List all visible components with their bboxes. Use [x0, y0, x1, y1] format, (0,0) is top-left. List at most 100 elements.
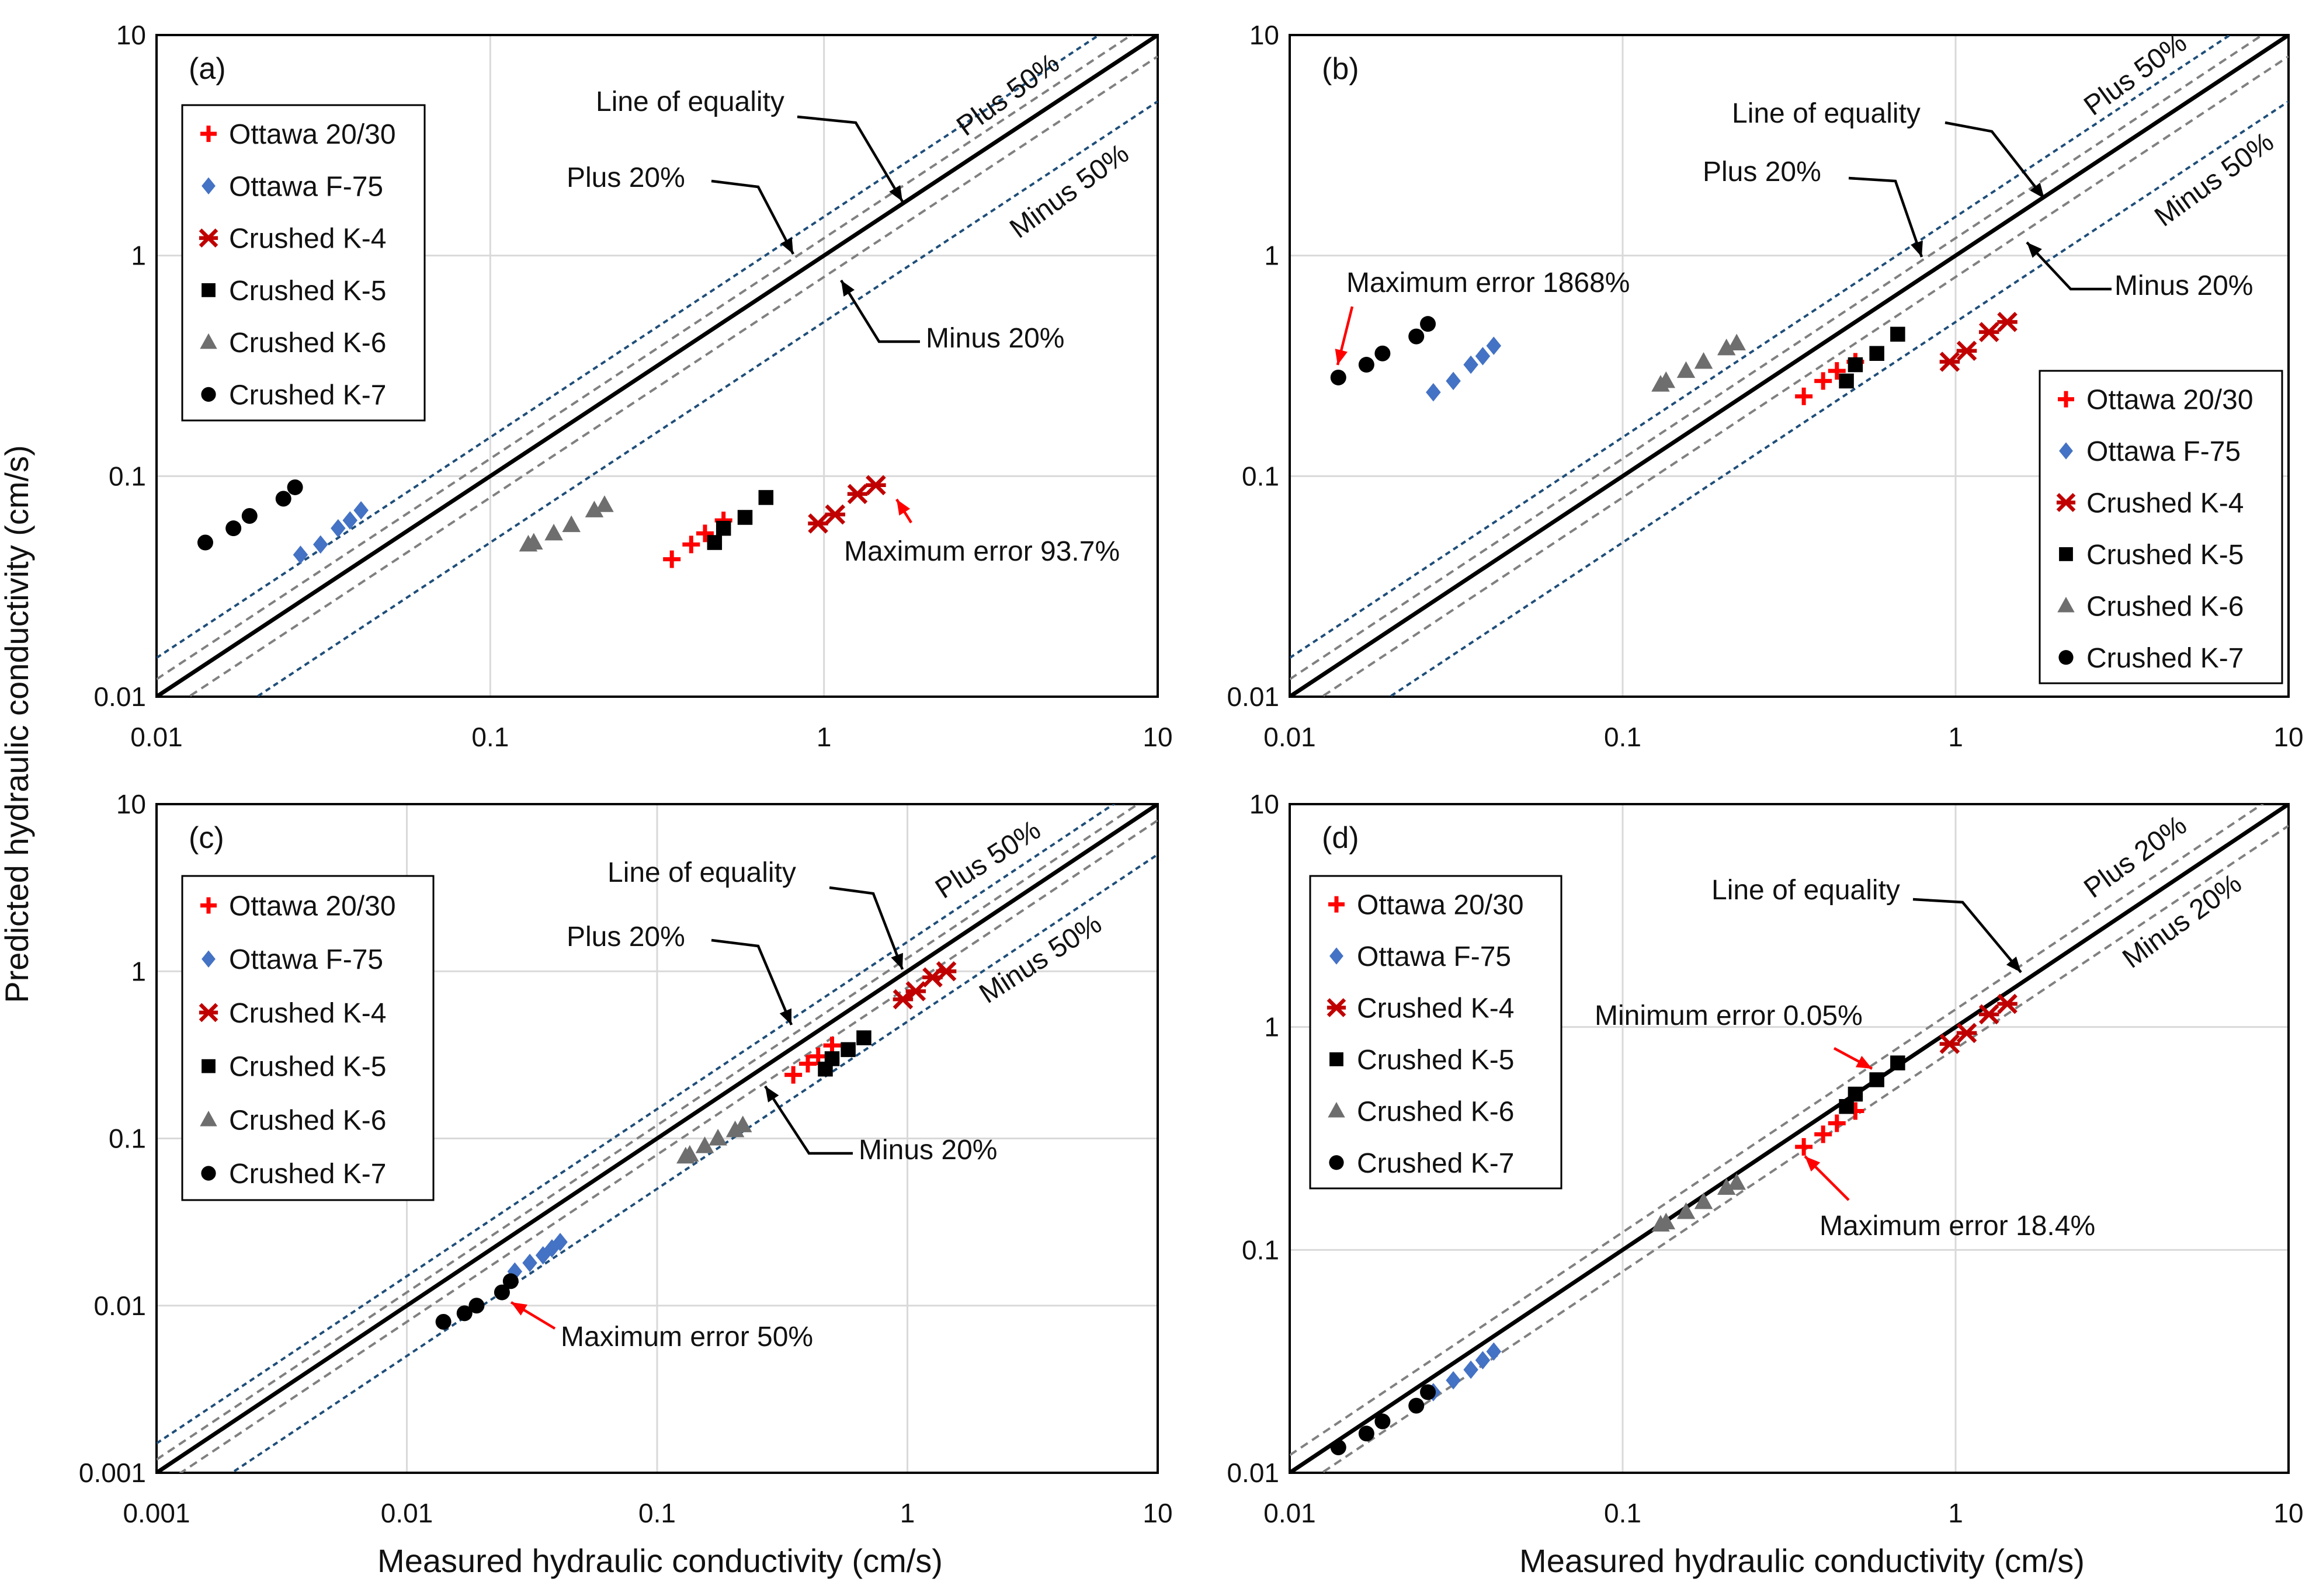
- data-point: [293, 545, 308, 564]
- legend-label: Crushed K-7: [229, 380, 386, 411]
- legend-marker: [200, 333, 217, 349]
- series-crushed-k-4: [808, 475, 886, 534]
- reference-line-plus-50-: [1290, 35, 2232, 659]
- x-tick-label: 1: [817, 722, 832, 752]
- data-point: [824, 1051, 840, 1066]
- reference-line-line-of-equality: [1290, 804, 2289, 1473]
- annotation-line-of-equality-arrow: [1944, 121, 2046, 200]
- data-point: [1828, 1114, 1846, 1132]
- x-tick-label: 0.1: [471, 722, 509, 752]
- legend: Ottawa 20/30 Ottawa F-75 Crushed K-4 Crushe…: [181, 875, 435, 1201]
- legend-label: Crushed K-7: [2086, 643, 2244, 674]
- annotation-plus-20--arrow: [1848, 176, 1923, 258]
- data-point: [1446, 371, 1461, 391]
- annotation-maximum-error-18-4--arrow-head: [1805, 1156, 1821, 1172]
- legend-label: Crushed K-4: [1357, 993, 1514, 1024]
- legend-label: Crushed K-6: [2086, 591, 2244, 622]
- annotation-line-of-equality: Line of equality: [1711, 875, 1900, 906]
- legend-label: Crushed K-5: [229, 1052, 386, 1083]
- data-point: [1839, 373, 1854, 389]
- legend-label: Crushed K-4: [2086, 488, 2244, 519]
- data-point: [1869, 1072, 1884, 1087]
- reference-line-line-of-equality: [157, 804, 1158, 1473]
- legend-label: Crushed K-5: [2086, 540, 2244, 571]
- series-crushed-k-5: [707, 490, 774, 550]
- annotation-maximum-error-93-7-: Maximum error 93.7%: [844, 536, 1120, 567]
- annotation-plus-20--arrow-head: [780, 237, 793, 254]
- reference-lines: [157, 804, 1158, 1473]
- reference-lines: [1290, 35, 2289, 697]
- annotation-minus-20--arrow-head: [2027, 242, 2042, 258]
- legend-marker: [2058, 650, 2074, 665]
- annotation-maximum-error-1868--arrow-head: [1335, 349, 1348, 365]
- legend-marker: [1329, 1052, 1343, 1066]
- legend-label: Crushed K-4: [229, 224, 386, 255]
- y-tick-label: 1: [1264, 1012, 1279, 1042]
- y-tick-label: 1: [131, 956, 146, 986]
- annotation-plus-20--arrow-head: [779, 1008, 792, 1025]
- y-tick-label: 0.1: [109, 461, 146, 491]
- legend-label: Ottawa F-75: [229, 171, 383, 202]
- data-point: [1956, 340, 1977, 361]
- data-point: [758, 490, 774, 505]
- legend-marker: [2059, 442, 2073, 460]
- data-point: [502, 1273, 519, 1289]
- legend-marker: [1329, 947, 1343, 965]
- series-crushed-k-6: [1651, 1173, 1746, 1232]
- annotation-plus-20--arrow: [711, 938, 793, 1025]
- data-point: [1828, 362, 1846, 380]
- annotation-plus-20-: Plus 20%: [567, 162, 685, 193]
- annotation-plus-20--arrow: [711, 179, 794, 255]
- y-tick-label: 10: [116, 20, 146, 50]
- data-point: [1408, 328, 1425, 345]
- data-point: [1997, 993, 2018, 1014]
- data-point: [1475, 347, 1491, 366]
- legend-marker: [200, 897, 217, 914]
- panel-label: (c): [189, 821, 224, 855]
- data-point: [808, 513, 828, 534]
- data-point: [733, 1115, 752, 1132]
- x-tick-label: 10: [2273, 1498, 2303, 1528]
- legend-marker: [202, 283, 216, 297]
- series-crushed-k-5: [1839, 326, 1905, 389]
- y-tick-label: 10: [1249, 789, 1279, 819]
- legend-marker: [2057, 596, 2075, 613]
- reference-line-minus-50-: [255, 100, 1158, 697]
- annotation-minus-20-: Minus 20%: [926, 323, 1064, 354]
- data-point: [725, 1120, 745, 1138]
- data-point: [1657, 1212, 1676, 1230]
- annotation-minus-20--arrow: [2026, 241, 2112, 291]
- data-point: [553, 1233, 568, 1251]
- legend-box: [181, 104, 426, 422]
- x-tick-label: 0.1: [638, 1498, 676, 1528]
- data-point: [1475, 1351, 1491, 1369]
- data-point: [866, 475, 886, 496]
- data-point: [847, 484, 868, 505]
- annotation-line-of-equality-arrow: [829, 886, 904, 970]
- annotation-line-of-equality-arrow-head: [2006, 956, 2021, 972]
- legend-marker: [2056, 493, 2076, 512]
- data-point: [241, 507, 258, 524]
- data-point: [1795, 387, 1813, 405]
- reference-line-minus-20-: [1320, 825, 2289, 1473]
- data-point: [275, 491, 291, 507]
- annotation-plus-20-: Plus 20%: [1703, 157, 1821, 187]
- data-point: [1446, 1371, 1461, 1390]
- data-point: [696, 524, 714, 543]
- legend-marker: [1328, 896, 1345, 913]
- series-ottawa-20-30: [1795, 353, 1864, 405]
- reference-line-minus-20-: [1320, 55, 2289, 697]
- legend: Ottawa 20/30 Ottawa F-75 Crushed K-4 Crushe…: [181, 104, 426, 422]
- legend-label: Crushed K-5: [1357, 1045, 1514, 1076]
- data-point: [825, 504, 846, 525]
- legend-marker: [200, 126, 217, 142]
- data-point: [225, 520, 242, 537]
- legend-label: Ottawa F-75: [229, 944, 383, 975]
- legend-label: Ottawa 20/30: [1357, 890, 1524, 921]
- legend-marker: [2059, 547, 2073, 561]
- data-point: [1869, 346, 1884, 361]
- series-crushed-k-4: [1939, 312, 2018, 372]
- legend: Ottawa 20/30 Ottawa F-75 Crushed K-4 Crushe…: [1309, 875, 1562, 1190]
